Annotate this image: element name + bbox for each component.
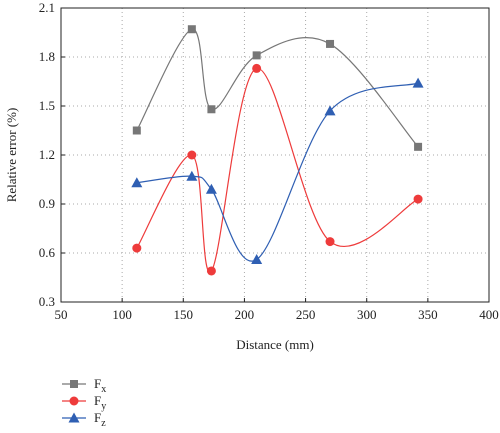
data-point [251,254,263,265]
y-tick-label: 1.2 [39,147,55,162]
series-line [136,82,419,262]
y-tick-label: 1.5 [39,98,55,113]
x-axis-title: Distance (mm) [236,337,314,352]
data-point [132,243,142,253]
data-point [207,105,216,114]
data-point [206,266,216,276]
x-tick-label: 350 [418,307,438,322]
series-fz [131,77,424,265]
data-point [324,105,336,116]
grid [61,8,489,302]
data-point [132,126,141,135]
data-point [413,194,423,204]
series-layer [131,25,424,276]
x-tick-label: 100 [112,307,132,322]
data-point [326,39,335,48]
data-point [252,63,262,73]
y-tick-label: 0.9 [39,196,55,211]
series-line [136,67,419,273]
y-axis-title: Relative error (%) [4,108,19,203]
series-fy [132,63,423,276]
data-point [205,183,217,194]
legend-label: Fx [94,376,106,395]
legend-label: Fz [94,410,106,429]
data-point [252,51,261,60]
legend-item: Fx [62,376,106,395]
x-tick-label: 300 [357,307,377,322]
y-tick-label: 0.3 [39,294,55,309]
series-fx [132,25,423,151]
data-point [187,25,196,34]
legend-label: Fy [94,393,106,412]
y-tick-label: 2.1 [39,0,55,15]
data-point [131,177,143,188]
data-point [412,77,424,88]
x-tick-label: 400 [479,307,499,322]
axis-ticks: 50 100 150 200 250 300 350 400 0.3 0.6 0.9 1.2 1.5 1.… [39,0,499,322]
data-point [186,170,198,181]
x-tick-label: 150 [174,307,194,322]
data-point [414,142,423,151]
x-tick-label: 250 [296,307,316,322]
legend-item: Fz [62,410,106,429]
data-point [325,237,335,247]
y-tick-label: 0.6 [39,245,56,260]
legend-marker [70,380,78,388]
legend-marker [68,412,80,423]
x-tick-label: 200 [235,307,255,322]
series-line [136,28,419,148]
legend-item: Fy [62,393,106,412]
legend-marker [69,396,79,406]
data-point [187,150,197,160]
x-tick-label: 50 [55,307,68,322]
y-tick-label: 1.8 [39,49,55,64]
